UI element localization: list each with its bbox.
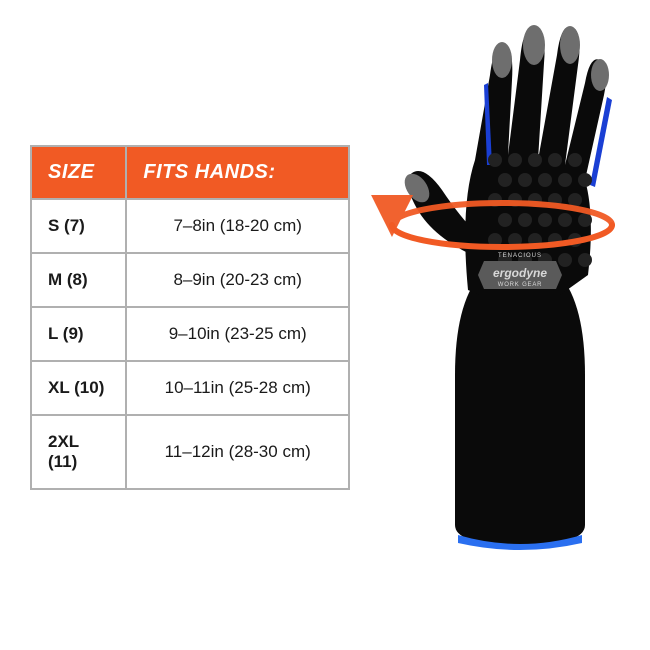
palm-dot bbox=[528, 193, 542, 207]
palm-dot bbox=[538, 213, 552, 227]
sizing-chart-infographic: SIZE FITS HANDS: S (7)7–8in (18-20 cm)M … bbox=[0, 0, 650, 650]
fingertip-pinky bbox=[591, 59, 609, 91]
palm-dot bbox=[578, 253, 592, 267]
palm-dot bbox=[508, 193, 522, 207]
palm-dot bbox=[508, 233, 522, 247]
fingertip-ring bbox=[560, 26, 580, 64]
palm-dot bbox=[488, 193, 502, 207]
cell-size: XL (10) bbox=[31, 361, 126, 415]
palm-dot bbox=[558, 253, 572, 267]
col-header-fits: FITS HANDS: bbox=[126, 146, 349, 199]
svg-text:ergodyne: ergodyne bbox=[493, 266, 547, 280]
palm-dot bbox=[538, 173, 552, 187]
table-row: L (9)9–10in (23-25 cm) bbox=[31, 307, 349, 361]
table-row: XL (10)10–11in (25-28 cm) bbox=[31, 361, 349, 415]
palm-dot bbox=[578, 213, 592, 227]
cell-size: M (8) bbox=[31, 253, 126, 307]
svg-text:WORK GEAR: WORK GEAR bbox=[498, 282, 543, 288]
cell-size: 2XL (11) bbox=[31, 415, 126, 489]
palm-dot bbox=[568, 153, 582, 167]
table-row: S (7)7–8in (18-20 cm) bbox=[31, 199, 349, 253]
fingertip-middle bbox=[523, 25, 545, 65]
cell-size: L (9) bbox=[31, 307, 126, 361]
palm-dot bbox=[488, 153, 502, 167]
palm-dot bbox=[558, 173, 572, 187]
palm-dot bbox=[568, 193, 582, 207]
palm-dot bbox=[518, 173, 532, 187]
glove-illustration: TENACIOUS ergodyne WORK GEAR bbox=[360, 5, 640, 565]
size-table: SIZE FITS HANDS: S (7)7–8in (18-20 cm)M … bbox=[30, 145, 350, 490]
palm-dot bbox=[518, 213, 532, 227]
glove-cuff bbox=[455, 275, 585, 545]
col-header-size: SIZE bbox=[31, 146, 126, 199]
palm-dot bbox=[558, 213, 572, 227]
palm-dot bbox=[528, 153, 542, 167]
palm-dot bbox=[498, 173, 512, 187]
table-row: M (8)8–9in (20-23 cm) bbox=[31, 253, 349, 307]
palm-dot bbox=[578, 173, 592, 187]
palm-dot bbox=[548, 193, 562, 207]
cell-size: S (7) bbox=[31, 199, 126, 253]
svg-text:TENACIOUS: TENACIOUS bbox=[498, 253, 542, 259]
table-header-row: SIZE FITS HANDS: bbox=[31, 146, 349, 199]
cell-fits: 9–10in (23-25 cm) bbox=[126, 307, 349, 361]
palm-dot bbox=[568, 233, 582, 247]
cell-fits: 10–11in (25-28 cm) bbox=[126, 361, 349, 415]
fingertip-index bbox=[492, 42, 512, 78]
cell-fits: 7–8in (18-20 cm) bbox=[126, 199, 349, 253]
cell-fits: 11–12in (28-30 cm) bbox=[126, 415, 349, 489]
palm-dot bbox=[498, 213, 512, 227]
palm-dot bbox=[528, 233, 542, 247]
table-row: 2XL (11)11–12in (28-30 cm) bbox=[31, 415, 349, 489]
cell-fits: 8–9in (20-23 cm) bbox=[126, 253, 349, 307]
palm-dot bbox=[508, 153, 522, 167]
palm-dot bbox=[488, 233, 502, 247]
palm-dot bbox=[548, 153, 562, 167]
palm-dot bbox=[548, 233, 562, 247]
